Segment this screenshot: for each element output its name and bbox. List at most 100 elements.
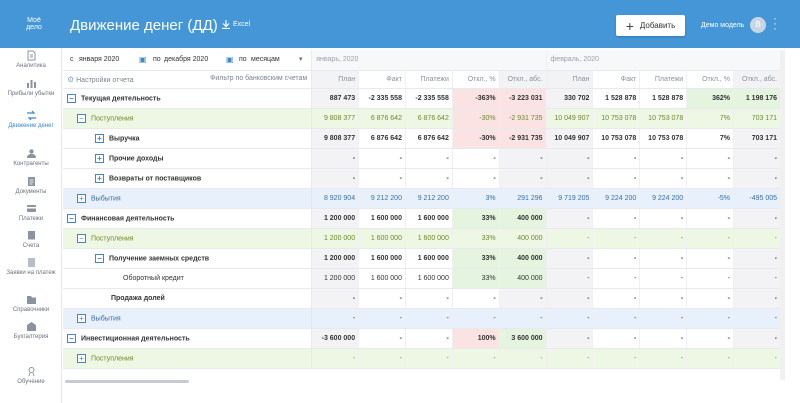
date-to-prefix: по xyxy=(153,56,161,63)
table-cell: - xyxy=(639,328,688,349)
sidebar-item-education[interactable]: Обучение xyxy=(0,366,62,386)
table-cell: - xyxy=(639,288,688,309)
table-cell: - xyxy=(592,288,641,309)
expand-toggle-icon[interactable]: + xyxy=(95,153,104,163)
table-cell: - xyxy=(639,208,688,229)
table-cell: 400 000 xyxy=(499,248,547,269)
table-row: Продажа долей - - - - - - - - - - xyxy=(63,288,781,309)
period-filters-cell: с января 2020 ▣ по декабря 2020 ▣ по мес… xyxy=(63,50,313,71)
collapse-toggle-icon[interactable]: − xyxy=(95,253,104,263)
table-cell: 7% xyxy=(686,108,735,129)
table-cell: 703 171 xyxy=(733,108,781,129)
sidebar-item-payments[interactable]: Платежи xyxy=(0,203,62,223)
sidebar-item-label: Прибыли убытки xyxy=(7,91,55,97)
group-prefix: по xyxy=(239,56,247,63)
table-cell: - xyxy=(639,228,688,249)
table-cell: 9 224 200 xyxy=(592,188,641,209)
table-row: + Возвраты от поставщиков - - - - - - - -… xyxy=(63,168,781,189)
table-cell: 400 000 xyxy=(499,208,547,229)
row-label: Поступления xyxy=(91,354,134,362)
avatar[interactable]: В xyxy=(750,17,766,33)
table-cell: - xyxy=(546,268,594,289)
user-name[interactable]: Демо модель xyxy=(701,22,745,29)
row-label-cell: − Получение заемных средств xyxy=(63,248,313,269)
horizontal-scrollbar[interactable] xyxy=(65,380,189,383)
collapse-toggle-icon[interactable]: − xyxy=(67,333,76,343)
collapse-toggle-icon[interactable]: − xyxy=(77,233,86,243)
table-cell: - xyxy=(546,348,594,369)
sidebar-item-profit[interactable]: Прибыли убытки xyxy=(0,78,62,98)
more-menu-icon[interactable]: · · · xyxy=(773,13,777,35)
table-cell: 9 808 377 xyxy=(311,128,360,149)
export-excel-button[interactable]: Excel xyxy=(222,20,250,29)
table-cell: 6 876 642 xyxy=(405,128,453,149)
table-cell: - xyxy=(499,308,547,329)
row-label-cell: − Поступления xyxy=(63,228,313,249)
table-cell: - xyxy=(686,328,735,349)
sidebar-item-documents[interactable]: Документы xyxy=(0,176,62,196)
expand-toggle-icon[interactable]: + xyxy=(77,313,86,323)
row-label-cell: − Финансовая деятельность xyxy=(63,208,313,229)
sidebar-item-contractors[interactable]: Контрагенты xyxy=(0,148,62,168)
table-cell: 33% xyxy=(452,268,500,289)
table-cell: 1 600 000 xyxy=(405,248,453,269)
group-select[interactable]: месяцам xyxy=(251,56,280,63)
sidebar-item-references[interactable]: Справочники xyxy=(0,294,62,314)
app-logo[interactable]: Моё дело xyxy=(26,17,42,31)
sidebar-item-label: Документы xyxy=(15,189,47,195)
table-row: − Получение заемных средств 1 200 000 1 6… xyxy=(63,248,781,269)
sidebar-item-label: Счета xyxy=(22,243,40,249)
table-cell: 1 200 000 xyxy=(311,268,360,289)
calendar-icon[interactable]: ▣ xyxy=(139,55,147,64)
sidebar-item-accounting[interactable]: Бухгалтерия xyxy=(0,321,62,341)
expand-toggle-icon[interactable]: + xyxy=(77,353,86,363)
table-cell: -2 335 558 xyxy=(358,88,406,109)
table-cell: - xyxy=(639,348,688,369)
sidebar-item-cashflow[interactable]: Движение денег xyxy=(0,110,62,130)
row-label-cell: + Выручка xyxy=(63,128,313,149)
table-cell: 6 876 642 xyxy=(405,108,453,129)
table-cell: 6 876 642 xyxy=(358,108,406,129)
table-cell: - xyxy=(452,148,500,169)
expand-toggle-icon[interactable]: + xyxy=(95,173,104,183)
table-cell: - xyxy=(358,328,406,349)
money-flow-icon xyxy=(26,110,36,121)
table-cell: 10 049 907 xyxy=(546,128,594,149)
report-settings-link[interactable]: Настройки отчета xyxy=(76,76,134,84)
table-cell: - xyxy=(546,208,594,229)
gear-icon[interactable]: ⚙ xyxy=(67,74,75,84)
table-cell: 1 600 000 xyxy=(358,228,406,249)
bank-filter-link[interactable]: Фильтр по банковским счетам xyxy=(210,74,308,82)
table-cell: 3% xyxy=(452,188,500,209)
table-cell: 9 808 377 xyxy=(311,108,360,129)
table-cell: - xyxy=(452,308,500,329)
date-from-input[interactable]: января 2020 xyxy=(79,56,120,63)
table-cell: 400 000 xyxy=(499,228,547,249)
expand-toggle-icon[interactable]: + xyxy=(77,193,86,203)
sidebar-item-analytics[interactable]: Аналитика xyxy=(0,50,62,70)
table-cell: - xyxy=(639,148,688,169)
row-label: Прочие доходы xyxy=(109,154,164,162)
collapse-toggle-icon[interactable]: − xyxy=(67,213,76,223)
collapse-toggle-icon[interactable]: − xyxy=(67,93,76,103)
sidebar-item-requests[interactable]: Заявки на платеж xyxy=(0,257,62,277)
vertical-scrollbar[interactable] xyxy=(780,50,785,380)
expand-toggle-icon[interactable]: + xyxy=(95,133,104,143)
date-to-input[interactable]: декабря 2020 xyxy=(164,56,209,63)
column-header: Платежи xyxy=(639,70,688,89)
column-header: План xyxy=(546,70,594,89)
sidebar-item-bills[interactable]: Счета xyxy=(0,230,62,250)
table-cell: - xyxy=(546,148,594,169)
table-cell: - xyxy=(311,348,360,369)
analytics-icon xyxy=(27,50,35,61)
export-excel-label: Excel xyxy=(233,21,251,28)
calendar-icon[interactable]: ▣ xyxy=(226,55,234,64)
add-button[interactable]: + Добавить xyxy=(616,15,685,36)
table-cell: 6 876 642 xyxy=(358,128,406,149)
table-cell: 291 296 xyxy=(499,188,547,209)
chevron-down-icon[interactable]: ▾ xyxy=(299,56,303,63)
table-cell: - xyxy=(546,168,594,189)
collapse-toggle-icon[interactable]: − xyxy=(77,113,86,123)
payment-icon xyxy=(26,205,36,212)
table-cell: - xyxy=(592,208,641,229)
